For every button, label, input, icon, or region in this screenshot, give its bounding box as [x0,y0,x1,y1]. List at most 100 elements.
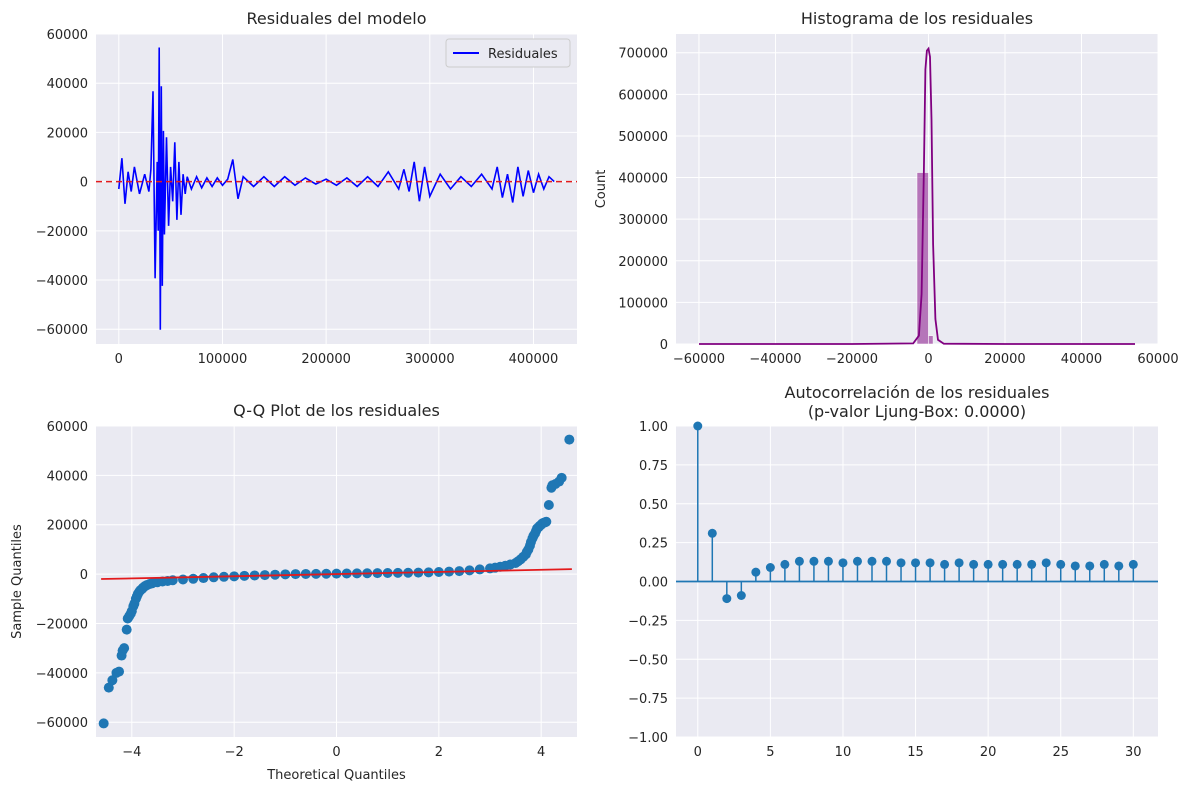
x-tick-label: 20000 [984,352,1025,367]
acf-marker [1070,561,1080,571]
x-tick-label: 0 [332,745,340,760]
qq-point [543,499,554,510]
y-tick-label: 0 [80,176,88,191]
y-tick-label: 0.25 [639,537,668,552]
acf-marker [954,558,964,568]
x-tick-label: 0 [924,352,932,367]
legend-label: Residuales [488,47,558,62]
subplot-4: 0 5 10 15 20 25 30 −1.00 −0.75 −0.50 −0.25 0.00 0.25… [628,383,1158,760]
y-tick-label: 200000 [618,255,668,270]
chart-subtitle: (p-valor Ljung-Box: 0.0000) [808,402,1026,421]
y-tick-label: −1.00 [628,731,668,746]
qq-point [98,718,109,729]
qq-reference-line [101,568,572,580]
x-tick-label: 20 [980,745,997,760]
kde-curve [699,46,1135,345]
chart-title: Residuales del modelo [247,9,427,28]
qq-point [564,434,575,445]
y-tick-label: 0.50 [639,498,668,513]
acf-marker [1099,559,1109,569]
x-tick-label: 4 [537,745,545,760]
qq-point [188,573,199,584]
acf-marker [693,421,703,431]
y-tick-label: −60000 [36,716,88,731]
acf-marker [736,590,746,600]
x-tick-label: 300000 [405,352,455,367]
y-tick-label: 40000 [47,469,88,484]
y-tick-label: −40000 [36,274,88,289]
y-tick-label: 300000 [618,213,668,228]
y-tick-label: 40000 [47,77,88,92]
x-axis-label: Theoretical Quantiles [266,768,406,783]
acf-marker [1012,559,1022,569]
acf-marker [1041,558,1051,568]
subplot-3: −4 −2 0 2 4 −60000 −40000 −20000 0 20000 40000 6000… [10,401,577,783]
qq-point [556,472,567,483]
y-tick-label: 0 [660,338,668,353]
y-tick-label: 100000 [618,296,668,311]
y-tick-label: −20000 [36,617,88,632]
y-tick-label: −60000 [36,323,88,338]
y-tick-label: 0.00 [639,576,668,591]
residuales-line [118,47,555,330]
acf-marker [838,558,848,568]
x-tick-label: −60000 [673,352,725,367]
x-tick-label: 0 [694,745,702,760]
x-tick-label: −4 [122,745,141,760]
acf-marker [707,528,717,538]
x-tick-label: 5 [766,745,774,760]
x-tick-label: 200000 [301,352,351,367]
acf-marker [1056,559,1066,569]
y-tick-label: 700000 [618,47,668,62]
x-tick-label: 100000 [198,352,248,367]
x-tick-label: 10 [835,745,852,760]
y-tick-label: 0.75 [639,459,668,474]
legend: Residuales [445,38,571,68]
y-tick-label: 500000 [618,130,668,145]
y-axis-label: Count [594,170,609,209]
qq-point [474,564,485,575]
y-tick-label: 1.00 [639,420,668,435]
x-tick-label: 400000 [509,352,559,367]
acf-marker [794,556,804,566]
acf-marker [969,559,979,569]
qq-point [119,643,130,654]
acf-marker [882,556,892,566]
acf-marker [1027,559,1037,569]
x-tick-label: 25 [1052,745,1069,760]
y-tick-label: −0.50 [628,653,668,668]
acf-marker [1128,559,1138,569]
acf-marker [809,556,819,566]
qq-point [198,573,209,584]
qq-point [121,624,132,635]
acf-marker [765,563,775,573]
chart-title: Histograma de los residuales [801,9,1033,28]
y-tick-label: −0.25 [628,614,668,629]
y-axis-label: Sample Quantiles [10,524,25,639]
y-tick-label: 20000 [47,126,88,141]
acf-marker [925,558,935,568]
acf-marker [896,558,906,568]
acf-marker [780,559,790,569]
x-tick-label: −2 [225,745,244,760]
acf-marker [911,558,921,568]
acf-marker [998,559,1008,569]
subplot-1: 0 100000 200000 300000 400000−60000−40000−20… [36,9,577,367]
y-tick-label: 600000 [618,88,668,103]
acf-marker [940,559,950,569]
acf-marker [823,556,833,566]
acf-marker [722,594,732,604]
y-tick-label: 20000 [47,519,88,534]
qq-point [103,682,114,693]
x-tick-label: 30 [1125,745,1142,760]
x-tick-label: 15 [907,745,924,760]
acf-marker [1114,561,1124,571]
x-tick-label: 0 [115,352,123,367]
acf-marker [1085,561,1095,571]
legend-box [445,38,571,68]
qq-point [464,565,475,576]
x-tick-label: 40000 [1061,352,1102,367]
y-tick-label: −20000 [36,225,88,240]
